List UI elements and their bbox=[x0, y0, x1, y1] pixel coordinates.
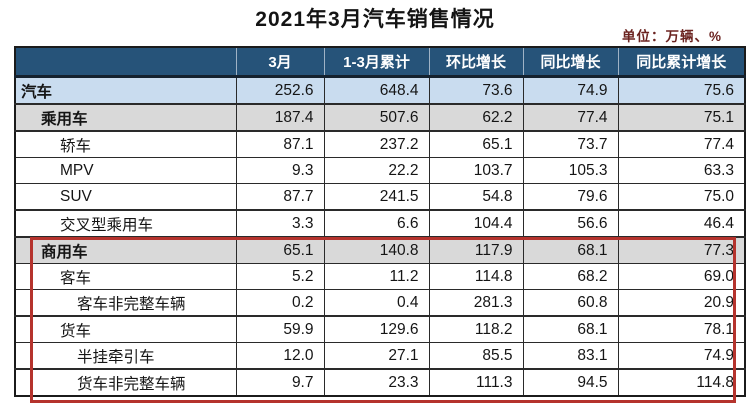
cell: 20.9 bbox=[617, 289, 746, 317]
row-label: 交叉型乘用车 bbox=[14, 209, 237, 238]
cell: 74.9 bbox=[617, 342, 746, 370]
table-row-sedan: 轿车 87.1 237.2 65.1 73.7 77.4 bbox=[14, 130, 746, 158]
table-row-suv: SUV 87.7 241.5 54.8 79.6 75.0 bbox=[14, 183, 746, 211]
cell: 507.6 bbox=[323, 103, 430, 132]
cell: 69.0 bbox=[617, 263, 746, 290]
cell: 129.6 bbox=[323, 315, 430, 343]
cell: 281.3 bbox=[428, 289, 524, 317]
cell: 22.2 bbox=[323, 157, 430, 184]
cell: 87.7 bbox=[235, 183, 325, 211]
cell: 23.3 bbox=[323, 368, 430, 397]
cell: 65.1 bbox=[428, 130, 524, 158]
cell: 0.4 bbox=[323, 289, 430, 317]
row-label: 商用车 bbox=[14, 236, 237, 264]
table-row-commercial: 商用车 65.1 140.8 117.9 68.1 77.3 bbox=[14, 236, 746, 264]
cell: 114.8 bbox=[428, 263, 524, 290]
cell: 68.1 bbox=[522, 315, 619, 343]
col-header-category bbox=[15, 47, 236, 78]
cell: 241.5 bbox=[323, 183, 430, 211]
row-label: 乘用车 bbox=[14, 103, 237, 132]
table-row-passenger: 乘用车 187.4 507.6 62.2 77.4 75.1 bbox=[14, 103, 746, 132]
table-row-auto: 汽车 252.6 648.4 73.6 74.9 75.6 bbox=[14, 76, 746, 105]
row-label: 轿车 bbox=[14, 130, 237, 158]
cell: 11.2 bbox=[323, 263, 430, 290]
table-row-crossover: 交叉型乘用车 3.3 6.6 104.4 56.6 46.4 bbox=[14, 209, 746, 238]
cell: 9.7 bbox=[235, 368, 325, 397]
table-row-truck-incomplete: 货车非完整车辆 9.7 23.3 111.3 94.5 114.8 bbox=[14, 368, 746, 397]
cell: 78.1 bbox=[617, 315, 746, 343]
cell: 77.4 bbox=[617, 130, 746, 158]
cell: 3.3 bbox=[235, 209, 325, 238]
cell: 104.4 bbox=[428, 209, 524, 238]
cell: 68.2 bbox=[522, 263, 619, 290]
unit-label: 单位：万辆、% bbox=[621, 29, 722, 44]
cell: 54.8 bbox=[428, 183, 524, 211]
cell: 237.2 bbox=[323, 130, 430, 158]
cell: 77.3 bbox=[617, 236, 746, 264]
cell: 111.3 bbox=[428, 368, 524, 397]
cell: 118.2 bbox=[428, 315, 524, 343]
table-row-truck: 货车 59.9 129.6 118.2 68.1 78.1 bbox=[14, 315, 746, 343]
cell: 73.6 bbox=[428, 76, 524, 105]
row-label: MPV bbox=[14, 157, 237, 184]
cell: 73.7 bbox=[522, 130, 619, 158]
cell: 187.4 bbox=[235, 103, 325, 132]
row-label: 货车非完整车辆 bbox=[14, 368, 237, 397]
col-header-march: 3月 bbox=[235, 47, 324, 78]
row-label: 汽车 bbox=[14, 76, 237, 105]
col-header-yoy-cumulative-growth: 同比累计增长 bbox=[617, 47, 745, 78]
table-row-mpv: MPV 9.3 22.2 103.7 105.3 63.3 bbox=[14, 157, 746, 184]
cell: 117.9 bbox=[428, 236, 524, 264]
row-label: 货车 bbox=[14, 315, 237, 343]
cell: 6.6 bbox=[323, 209, 430, 238]
cell: 252.6 bbox=[235, 76, 325, 105]
header-row: 3月 1-3月累计 环比增长 同比增长 同比累计增长 bbox=[15, 47, 745, 78]
cell: 12.0 bbox=[235, 342, 325, 370]
cell: 62.2 bbox=[428, 103, 524, 132]
col-header-yoy-growth: 同比增长 bbox=[522, 47, 618, 78]
sales-table: 3月 1-3月累计 环比增长 同比增长 同比累计增长 汽车 252.6 648.… bbox=[14, 46, 746, 397]
row-label: 客车非完整车辆 bbox=[14, 289, 237, 317]
row-label: SUV bbox=[14, 183, 237, 211]
cell: 65.1 bbox=[235, 236, 325, 264]
cell: 75.6 bbox=[617, 76, 746, 105]
cell: 59.9 bbox=[235, 315, 325, 343]
row-label: 客车 bbox=[14, 263, 237, 290]
cell: 9.3 bbox=[235, 157, 325, 184]
cell: 87.1 bbox=[235, 130, 325, 158]
cell: 94.5 bbox=[522, 368, 619, 397]
cell: 77.4 bbox=[522, 103, 619, 132]
cell: 75.0 bbox=[617, 183, 746, 211]
cell: 105.3 bbox=[522, 157, 619, 184]
table-row-semitrailer: 半挂牵引车 12.0 27.1 85.5 83.1 74.9 bbox=[14, 342, 746, 370]
cell: 46.4 bbox=[617, 209, 746, 238]
cell: 56.6 bbox=[522, 209, 619, 238]
cell: 60.8 bbox=[522, 289, 619, 317]
cell: 85.5 bbox=[428, 342, 524, 370]
page-title: 2021年3月汽车销售情况 bbox=[255, 8, 495, 31]
cell: 27.1 bbox=[323, 342, 430, 370]
cell: 75.1 bbox=[617, 103, 746, 132]
cell: 114.8 bbox=[617, 368, 746, 397]
cell: 74.9 bbox=[522, 76, 619, 105]
table-row-bus: 客车 5.2 11.2 114.8 68.2 69.0 bbox=[14, 263, 746, 290]
row-label: 半挂牵引车 bbox=[14, 342, 237, 370]
cell: 63.3 bbox=[617, 157, 746, 184]
cell: 0.2 bbox=[235, 289, 325, 317]
cell: 68.1 bbox=[522, 236, 619, 264]
cell: 79.6 bbox=[522, 183, 619, 211]
cell: 648.4 bbox=[323, 76, 430, 105]
col-header-mom-growth: 环比增长 bbox=[428, 47, 523, 78]
col-header-cumulative: 1-3月累计 bbox=[323, 47, 429, 78]
cell: 83.1 bbox=[522, 342, 619, 370]
cell: 103.7 bbox=[428, 157, 524, 184]
cell: 140.8 bbox=[323, 236, 430, 264]
cell: 5.2 bbox=[235, 263, 325, 290]
table-row-bus-incomplete: 客车非完整车辆 0.2 0.4 281.3 60.8 20.9 bbox=[14, 289, 746, 317]
